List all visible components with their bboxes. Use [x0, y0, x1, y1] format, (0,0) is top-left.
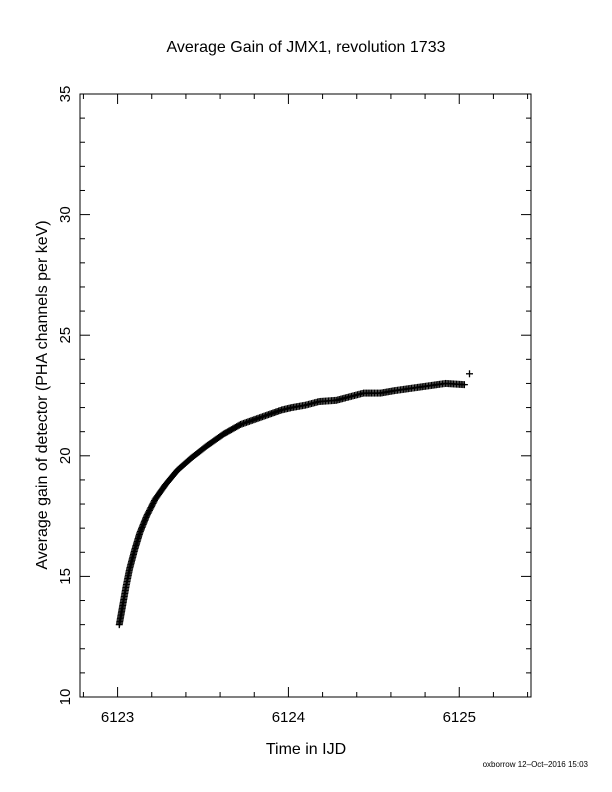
- chart-title: Average Gain of JMX1, revolution 1733: [167, 39, 446, 56]
- x-tick-label: 6125: [443, 709, 476, 726]
- y-tick-label: 35: [57, 86, 74, 103]
- x-tick-label: 6123: [101, 709, 134, 726]
- x-tick-label: 6124: [272, 709, 305, 726]
- data-point: [466, 370, 473, 378]
- y-tick-label: 30: [57, 206, 74, 223]
- y-axis-label: Average gain of detector (PHA channels p…: [34, 220, 51, 569]
- data-point: [460, 381, 468, 389]
- y-tick-label: 10: [57, 689, 74, 706]
- y-tick-label: 20: [57, 447, 74, 464]
- y-axis: 10 15 20 25 30 35: [57, 86, 531, 706]
- x-axis: 6123 6124 6125: [82, 94, 529, 726]
- y-tick-label: 15: [57, 568, 74, 585]
- x-axis-label: Time in IJD: [266, 741, 346, 758]
- footer-credit: oxborrow 12–Oct–2016 15:03: [482, 760, 588, 769]
- data-points: [115, 370, 473, 629]
- plot-frame: [79, 93, 532, 698]
- y-tick-label: 25: [57, 327, 74, 344]
